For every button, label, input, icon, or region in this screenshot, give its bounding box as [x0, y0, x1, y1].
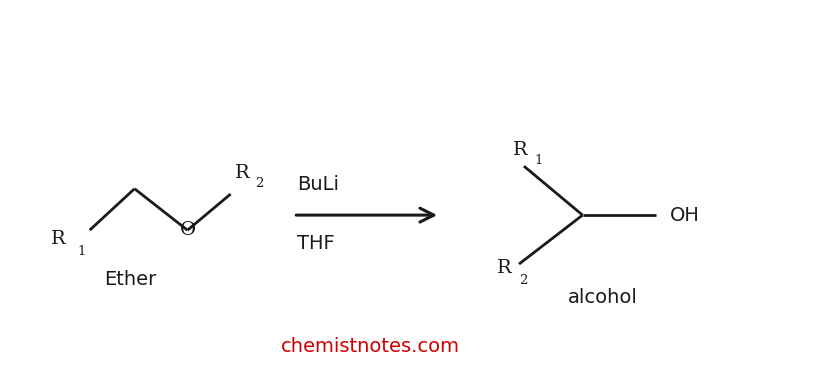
Text: THF: THF — [297, 234, 335, 253]
Text: chemistnotes.com: chemistnotes.com — [281, 337, 460, 357]
Text: 1: 1 — [534, 154, 543, 167]
Text: alcohol: alcohol — [568, 288, 638, 308]
Text: O: O — [179, 221, 196, 239]
Text: R: R — [235, 164, 249, 182]
Text: OH: OH — [669, 206, 700, 224]
Text: Ether: Ether — [105, 270, 156, 289]
Text: R: R — [50, 230, 65, 248]
Text: 1: 1 — [77, 245, 86, 258]
Text: BuLi: BuLi — [297, 176, 339, 194]
Text: 2: 2 — [255, 177, 263, 190]
Text: R: R — [513, 141, 528, 159]
Text: R: R — [497, 259, 512, 277]
Text: 2: 2 — [519, 274, 528, 287]
